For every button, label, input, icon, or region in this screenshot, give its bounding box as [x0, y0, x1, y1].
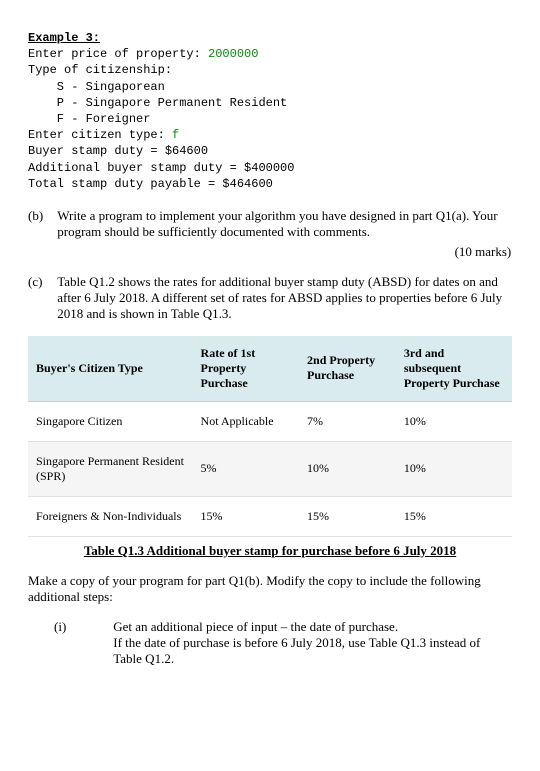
- part-c-section: (c) Table Q1.2 shows the rates for addit…: [28, 274, 512, 322]
- part-b-section: (b) Write a program to implement your al…: [28, 208, 512, 260]
- sub-i-body: Get an additional piece of input – the d…: [113, 619, 511, 667]
- cell: 15%: [193, 496, 299, 536]
- code-line: Buyer stamp duty = $64600: [28, 144, 208, 158]
- example-code-block: Example 3: Enter price of property: 2000…: [28, 30, 512, 192]
- table-row: Singapore Citizen Not Applicable 7% 10%: [28, 401, 512, 441]
- cell: 10%: [396, 441, 512, 496]
- code-line: Additional buyer stamp duty = $400000: [28, 161, 294, 175]
- sub-i-line2: If the date of purchase is before 6 July…: [113, 635, 480, 666]
- cell: 5%: [193, 441, 299, 496]
- cell: Foreigners & Non-Individuals: [28, 496, 193, 536]
- cell: 10%: [396, 401, 512, 441]
- sub-i-line1: Get an additional piece of input – the d…: [113, 619, 398, 634]
- cell: Not Applicable: [193, 401, 299, 441]
- table-row: Singapore Permanent Resident (SPR) 5% 10…: [28, 441, 512, 496]
- input-value: f: [172, 128, 179, 142]
- example-heading: Example 3:: [28, 31, 100, 45]
- part-c-body: Table Q1.2 shows the rates for additiona…: [57, 274, 511, 322]
- code-line: Enter price of property:: [28, 47, 208, 61]
- code-line: Type of citizenship:: [28, 63, 172, 77]
- cell: Singapore Permanent Resident (SPR): [28, 441, 193, 496]
- sub-i-label: (i): [28, 619, 110, 635]
- part-b-body: Write a program to implement your algori…: [57, 208, 511, 260]
- cell: 15%: [299, 496, 396, 536]
- part-b-marks: (10 marks): [57, 244, 511, 260]
- table-caption: Table Q1.3 Additional buyer stamp for pu…: [28, 543, 512, 559]
- col-header: Buyer's Citizen Type: [28, 336, 193, 402]
- cell: 7%: [299, 401, 396, 441]
- input-value: 2000000: [208, 47, 258, 61]
- code-line: S - Singaporean: [28, 80, 165, 94]
- part-b-text: Write a program to implement your algori…: [57, 208, 497, 239]
- table-row: Foreigners & Non-Individuals 15% 15% 15%: [28, 496, 512, 536]
- sub-item-i: (i) Get an additional piece of input – t…: [28, 619, 512, 667]
- code-line: Enter citizen type:: [28, 128, 172, 142]
- code-line: Total stamp duty payable = $464600: [28, 177, 273, 191]
- col-header: 2nd Property Purchase: [299, 336, 396, 402]
- col-header: Rate of 1st Property Purchase: [193, 336, 299, 402]
- col-header: 3rd and subsequent Property Purchase: [396, 336, 512, 402]
- code-line: P - Singapore Permanent Resident: [28, 96, 287, 110]
- part-b-label: (b): [28, 208, 54, 224]
- part-c-label: (c): [28, 274, 54, 290]
- cell: 10%: [299, 441, 396, 496]
- cell: Singapore Citizen: [28, 401, 193, 441]
- cell: 15%: [396, 496, 512, 536]
- code-line: F - Foreigner: [28, 112, 150, 126]
- absd-table: Buyer's Citizen Type Rate of 1st Propert…: [28, 336, 512, 537]
- table-header-row: Buyer's Citizen Type Rate of 1st Propert…: [28, 336, 512, 402]
- followup-text: Make a copy of your program for part Q1(…: [28, 573, 512, 605]
